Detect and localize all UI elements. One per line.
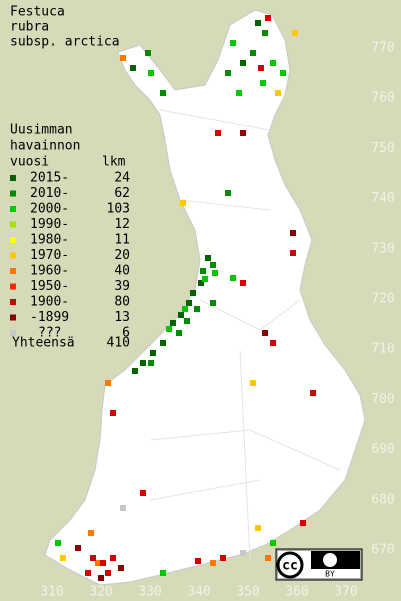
legend-swatch bbox=[10, 221, 16, 228]
legend-count: 103 bbox=[107, 202, 130, 217]
legend-swatch bbox=[10, 283, 16, 290]
legend-count: 13 bbox=[114, 310, 130, 325]
legend-count: 62 bbox=[114, 186, 130, 201]
title-line: rubra bbox=[10, 20, 49, 35]
x-tick-label: 360 bbox=[285, 585, 308, 600]
legend-label: 1960- bbox=[30, 264, 69, 279]
legend-label: 1970- bbox=[30, 248, 69, 263]
total-label: Yhteensä bbox=[12, 336, 75, 351]
legend-swatch bbox=[10, 237, 16, 243]
legend-header: Uusimman bbox=[10, 123, 73, 138]
legend-swatch bbox=[10, 190, 16, 197]
region-borders bbox=[149, 109, 341, 561]
x-tick-label: 340 bbox=[187, 585, 210, 600]
y-tick-label: 770 bbox=[371, 41, 394, 56]
legend-swatch bbox=[10, 175, 16, 181]
title-line: subsp. arctica bbox=[10, 35, 120, 50]
legend-count: 12 bbox=[114, 217, 130, 232]
license-label: BY bbox=[325, 570, 335, 579]
legend-label: 1900- bbox=[30, 295, 69, 310]
y-tick-label: 720 bbox=[371, 292, 394, 307]
y-tick-label: 740 bbox=[371, 191, 394, 206]
legend-count: 80 bbox=[114, 295, 130, 310]
legend-count-header: lkm bbox=[102, 155, 126, 170]
y-tick-label: 760 bbox=[371, 91, 394, 106]
y-tick-label: 700 bbox=[371, 392, 394, 407]
legend-label: 1950- bbox=[30, 279, 69, 294]
legend-count: 40 bbox=[114, 264, 130, 279]
y-tick-label: 710 bbox=[371, 342, 394, 357]
legend-count: 11 bbox=[114, 233, 130, 248]
legend-label: 2000- bbox=[30, 202, 69, 217]
legend-label: 2015- bbox=[30, 171, 69, 186]
legend-swatch bbox=[10, 330, 16, 336]
legend-year-header: vuosi bbox=[10, 155, 49, 170]
legend-count: 39 bbox=[114, 279, 130, 294]
legend-swatch bbox=[10, 252, 16, 259]
x-tick-label: 330 bbox=[138, 585, 161, 600]
legend-count: 24 bbox=[114, 171, 130, 186]
legend-count: 20 bbox=[114, 248, 130, 263]
legend-label: 1990- bbox=[30, 217, 69, 232]
legend-label: -1899 bbox=[30, 310, 69, 325]
y-tick-label: 680 bbox=[371, 492, 394, 507]
legend-swatch bbox=[10, 314, 16, 321]
title-line: Festuca bbox=[10, 5, 65, 20]
legend-count: 6 bbox=[122, 326, 130, 341]
y-tick-label: 750 bbox=[371, 141, 394, 156]
legend-label: ??? bbox=[38, 326, 61, 341]
legend-swatch bbox=[10, 206, 16, 212]
x-tick-label: 350 bbox=[236, 585, 259, 600]
total-count: 410 bbox=[107, 336, 130, 351]
y-tick-label: 730 bbox=[371, 241, 394, 256]
x-tick-label: 320 bbox=[89, 585, 112, 600]
finland bbox=[44, 9, 366, 586]
y-tick-label: 690 bbox=[371, 442, 394, 457]
x-tick-label: 370 bbox=[334, 585, 357, 600]
license-badge: cc BY bbox=[275, 548, 363, 581]
legend-header: havainnon bbox=[10, 139, 80, 154]
legend-swatch bbox=[10, 268, 16, 274]
svg-text:cc: cc bbox=[282, 559, 298, 574]
legend-label: 1980- bbox=[30, 233, 69, 248]
legend-swatch bbox=[10, 299, 16, 305]
x-tick-label: 310 bbox=[40, 585, 63, 600]
y-tick-label: 670 bbox=[371, 543, 394, 558]
legend-label: 2010- bbox=[30, 186, 69, 201]
